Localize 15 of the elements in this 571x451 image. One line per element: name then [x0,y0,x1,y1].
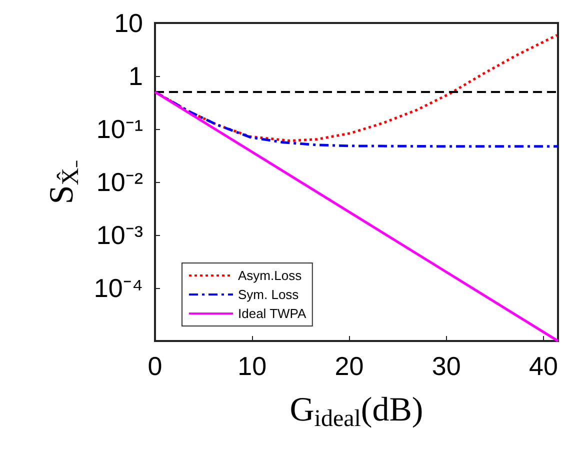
y-tick-label: 10⁻² [96,167,144,197]
y-tick-label: 10⁻³ [96,220,144,250]
x-tick-label: 20 [334,351,364,381]
y-tick-label: 10⁻⁴ [94,273,143,303]
y-axis-title: SX̂₋ [44,160,84,204]
x-tick-label: 10 [238,351,267,381]
x-tick-label: 30 [432,351,461,381]
x-tick-label: 40 [528,351,558,381]
y-tick-label: 10⁻¹ [96,114,144,144]
legend-label: Asym.Loss [238,268,302,283]
x-tick-label: 0 [148,351,162,381]
y-tick-label: 10 [114,8,143,38]
y-tick-label: 1 [128,61,143,91]
legend-label: Ideal TWPA [238,306,306,321]
legend-label: Sym. Loss [238,287,300,302]
